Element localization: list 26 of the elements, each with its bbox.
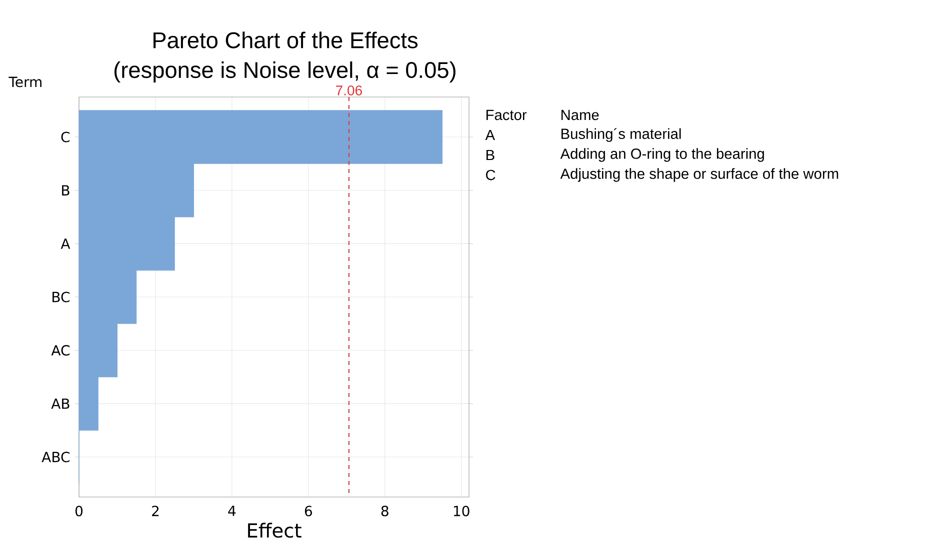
text: A [485,130,496,140]
text: Adjusting the shape or surface of the worm [560,168,838,182]
x-tick-label: 10 [454,506,470,516]
chart-title: Pareto Chart of the Effects [154,32,418,48]
x-tick-label: 2 [152,506,159,516]
y-tick-label: BC [52,292,70,302]
text: B [486,150,494,160]
y-tick-label: A [60,238,70,249]
x-axis-title: Effect [248,522,302,538]
y-tick-label: C [61,132,70,142]
text: Adding an O-ring to the bearing [560,148,764,162]
text: Name [561,110,599,120]
x-tick-label: 6 [304,506,312,516]
y-tick-label: ABC [42,452,70,462]
y-tick-label: AB [51,398,70,409]
text: Factor [486,110,527,120]
x-tick-label: 0 [75,506,83,516]
y-axis-title: Term [8,76,42,88]
y-tick-label: AC [51,345,70,356]
ref-line-label: 7.06 [336,86,362,96]
x-tick-label: 8 [381,506,388,516]
y-tick-label: B [62,185,70,196]
text: C [486,170,496,180]
chart-subtitle: (response is Noise level, α = 0.05) [114,61,456,83]
x-tick-label: 4 [228,506,236,516]
text: Bushing´s material [561,128,681,142]
